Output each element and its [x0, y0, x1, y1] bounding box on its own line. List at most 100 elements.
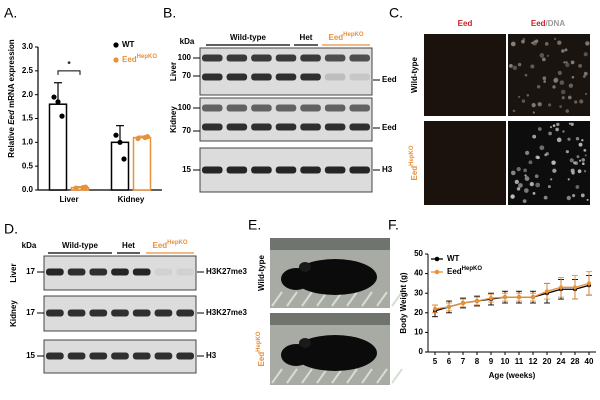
nucleus: [579, 99, 584, 104]
nucleus: [518, 95, 521, 98]
nucleus: [559, 105, 563, 108]
target-label: Eed: [382, 123, 397, 132]
band: [111, 352, 129, 360]
panel-letter: B.: [163, 5, 176, 21]
band: [251, 54, 272, 62]
nucleus: [567, 95, 572, 100]
x-tick-label: 28: [571, 357, 580, 366]
band: [89, 309, 108, 317]
y-tick-label: 1.0: [22, 137, 34, 146]
band: [89, 352, 108, 360]
nucleus: [565, 62, 570, 68]
photo-top: [270, 313, 390, 325]
legend-marker: [113, 57, 119, 63]
band: [226, 73, 248, 81]
band: [46, 268, 64, 276]
y-tick-label: 30: [414, 288, 423, 297]
y-tick-label: 40: [414, 269, 423, 278]
data-point: [135, 135, 141, 142]
target-label: H3K27me3: [206, 308, 247, 317]
data-point: [59, 113, 65, 119]
band: [251, 73, 272, 81]
label: Wild-type: [230, 33, 266, 42]
nucleus: [566, 195, 571, 201]
legend-superscript: HepKO: [462, 266, 483, 272]
nucleus: [534, 174, 539, 179]
nucleus: [550, 178, 553, 181]
x-tick-label: 7: [461, 357, 466, 366]
nucleus: [510, 194, 515, 199]
band: [251, 166, 272, 174]
mouse-head: [281, 344, 311, 366]
band: [300, 104, 321, 112]
nucleus: [565, 109, 570, 113]
nucleus: [549, 125, 553, 129]
nucleus: [524, 174, 527, 177]
nucleus: [537, 127, 542, 131]
nucleus: [555, 127, 559, 132]
band: [349, 54, 370, 62]
nucleus: [583, 71, 588, 76]
nucleus: [530, 64, 535, 69]
nucleus: [552, 124, 556, 127]
label-superscript: HepKO: [256, 331, 262, 352]
panel-letter: E.: [248, 217, 261, 233]
nucleus: [578, 63, 583, 68]
nucleus: [548, 131, 552, 136]
nucleus: [570, 168, 575, 173]
label: Wild-type: [62, 241, 98, 250]
band: [111, 268, 129, 276]
nucleus: [578, 142, 583, 147]
data-point: [503, 295, 507, 300]
marker-label: 15: [26, 351, 35, 360]
band: [275, 166, 297, 174]
label-suffix: /DNA: [546, 19, 566, 28]
nucleus: [553, 78, 558, 83]
eed-image: [424, 121, 506, 205]
cage-bar: [316, 368, 328, 384]
legend-marker: [434, 269, 440, 275]
panel-letter: F.: [388, 217, 399, 233]
x-tick-label: Kidney: [118, 195, 145, 204]
nucleus: [556, 122, 560, 127]
data-point: [545, 289, 549, 294]
data-point: [559, 285, 563, 290]
data-point: [517, 295, 521, 300]
band: [226, 123, 248, 131]
label-superscript: HepKO: [409, 145, 415, 166]
x-tick-label: Liver: [59, 195, 78, 204]
band: [300, 123, 321, 131]
cage-bar: [301, 368, 313, 384]
y-tick-label: 3.0: [22, 42, 34, 51]
nucleus: [522, 37, 526, 41]
band: [67, 309, 86, 317]
nucleus: [542, 76, 547, 81]
nucleus: [581, 139, 584, 142]
y-tick-label: 2.5: [22, 66, 34, 75]
y-label-part: Relative: [7, 125, 16, 158]
nucleus: [526, 93, 530, 97]
band: [275, 73, 297, 81]
label: Eed/DNA: [531, 19, 565, 28]
nucleus: [571, 75, 575, 79]
photo-top: [270, 238, 390, 250]
nucleus: [564, 48, 568, 52]
band: [154, 352, 173, 360]
band: [154, 268, 173, 276]
label-text: Eed: [257, 352, 266, 367]
nucleus: [582, 75, 586, 78]
x-tick-label: 24: [557, 357, 566, 366]
cage-bar: [271, 291, 283, 307]
nucleus: [585, 41, 590, 46]
data-point: [121, 156, 127, 162]
nucleus: [565, 150, 569, 154]
nucleus: [578, 159, 582, 162]
nucleus: [580, 193, 585, 198]
cage-bar: [391, 291, 403, 307]
nucleus: [583, 170, 587, 173]
legend-label: EedHepKO: [122, 54, 157, 65]
nucleus: [512, 65, 518, 70]
y-label-part: mRNA expression: [7, 39, 16, 110]
cage-bar: [376, 368, 388, 384]
series-line: [434, 282, 590, 310]
